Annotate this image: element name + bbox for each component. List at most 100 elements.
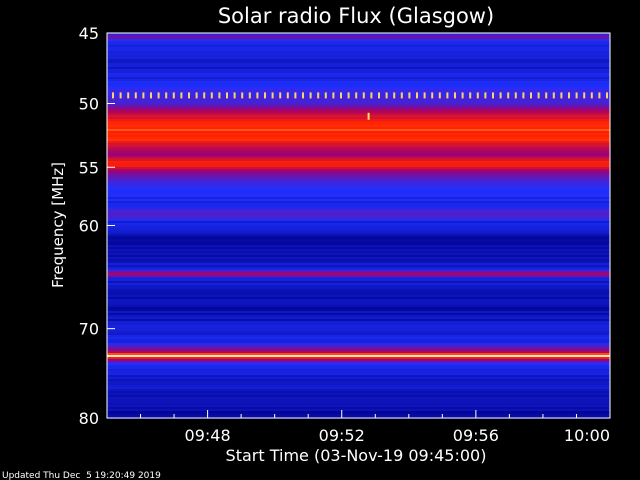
periodic-marker-dot	[248, 92, 251, 99]
intensity-band	[107, 213, 610, 215]
intensity-band	[107, 355, 610, 357]
intensity-band	[107, 241, 610, 243]
intensity-band	[107, 49, 610, 51]
periodic-marker-dot	[241, 92, 244, 99]
intensity-band	[107, 185, 610, 187]
intensity-band	[107, 53, 610, 55]
intensity-band	[107, 335, 610, 337]
intensity-band	[107, 223, 610, 225]
intensity-band	[107, 79, 610, 81]
periodic-marker-dot	[423, 92, 426, 99]
x-tick-label: 10:00	[564, 426, 610, 445]
intensity-band	[107, 303, 610, 305]
intensity-band	[107, 371, 610, 373]
intensity-band	[107, 399, 610, 401]
intensity-band	[107, 63, 610, 65]
intensity-band	[107, 165, 610, 167]
intensity-band	[107, 103, 610, 105]
intensity-band	[107, 177, 610, 179]
intensity-band	[107, 239, 610, 241]
periodic-marker-dot	[606, 92, 608, 99]
intensity-band	[107, 261, 610, 263]
intensity-band	[107, 293, 610, 295]
periodic-marker-dot	[393, 92, 396, 99]
periodic-marker-dot	[492, 92, 494, 99]
intensity-band	[107, 331, 610, 333]
periodic-marker-dot	[530, 92, 532, 99]
intensity-band	[107, 51, 610, 53]
periodic-marker-dot	[590, 92, 593, 99]
intensity-band	[107, 121, 610, 123]
intensity-band	[107, 57, 610, 59]
periodic-marker-dot	[180, 92, 183, 99]
periodic-marker-dot	[279, 92, 282, 99]
intensity-band	[107, 191, 610, 193]
intensity-band	[107, 73, 610, 75]
intensity-band	[107, 317, 610, 319]
periodic-marker-dot	[188, 92, 190, 99]
intensity-band	[107, 329, 610, 331]
intensity-band	[107, 69, 610, 71]
intensity-band	[107, 85, 610, 87]
intensity-band	[107, 307, 610, 309]
intensity-band	[107, 155, 610, 157]
periodic-marker-dot	[454, 92, 456, 99]
x-tick-label: 09:52	[319, 426, 365, 445]
intensity-band	[107, 187, 610, 189]
intensity-band	[107, 125, 610, 127]
intensity-band	[107, 111, 610, 113]
intensity-band	[107, 127, 610, 129]
intensity-band	[107, 347, 610, 349]
chart-title: Solar radio Flux (Glasgow)	[218, 4, 494, 28]
intensity-band	[107, 75, 610, 77]
intensity-band	[107, 305, 610, 307]
periodic-marker-dot	[264, 92, 266, 99]
intensity-band	[107, 159, 610, 161]
intensity-band	[107, 153, 610, 155]
intensity-band	[107, 381, 610, 383]
intensity-band	[107, 379, 610, 381]
intensity-band	[107, 257, 610, 259]
periodic-marker-dot	[127, 92, 130, 99]
intensity-band	[107, 47, 610, 49]
intensity-band	[107, 275, 610, 277]
intensity-band	[107, 91, 610, 93]
intensity-band	[107, 195, 610, 197]
intensity-band	[107, 297, 610, 299]
periodic-marker-dot	[499, 92, 502, 99]
intensity-band	[107, 225, 610, 227]
intensity-band	[107, 209, 610, 211]
intensity-band	[107, 37, 610, 39]
periodic-marker-dot	[256, 92, 259, 99]
periodic-marker-dot	[560, 92, 563, 99]
x-tick-label: 09:56	[453, 426, 499, 445]
intensity-band	[107, 193, 610, 195]
intensity-band	[107, 273, 610, 275]
intensity-band	[107, 383, 610, 385]
intensity-band	[107, 83, 610, 85]
intensity-band	[107, 107, 610, 109]
intensity-band	[107, 65, 610, 67]
intensity-band	[107, 395, 610, 397]
intensity-band	[107, 205, 610, 207]
intensity-band	[107, 351, 610, 353]
intensity-band	[107, 237, 610, 239]
intensity-band	[107, 309, 610, 311]
periodic-marker-dot	[575, 92, 578, 99]
periodic-marker-dot	[134, 92, 137, 99]
intensity-band	[107, 129, 610, 131]
intensity-band	[107, 299, 610, 301]
updated-timestamp: Updated Thu Dec 5 19:20:49 2019	[2, 471, 161, 480]
periodic-marker-dot	[484, 92, 487, 99]
periodic-marker-dot	[165, 92, 168, 99]
intensity-band	[107, 61, 610, 63]
intensity-band	[107, 345, 610, 347]
intensity-band	[107, 227, 610, 229]
periodic-marker-dot	[355, 92, 358, 99]
intensity-band	[107, 403, 610, 405]
spectrogram-intensity-bands	[107, 33, 610, 419]
periodic-marker-dot	[157, 92, 160, 99]
intensity-band	[107, 113, 610, 115]
intensity-band	[107, 133, 610, 135]
intensity-band	[107, 137, 610, 139]
